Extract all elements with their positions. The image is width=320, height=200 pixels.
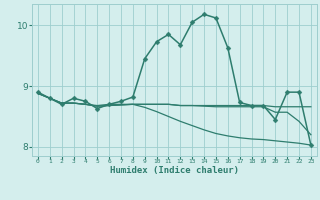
X-axis label: Humidex (Indice chaleur): Humidex (Indice chaleur) [110, 166, 239, 175]
